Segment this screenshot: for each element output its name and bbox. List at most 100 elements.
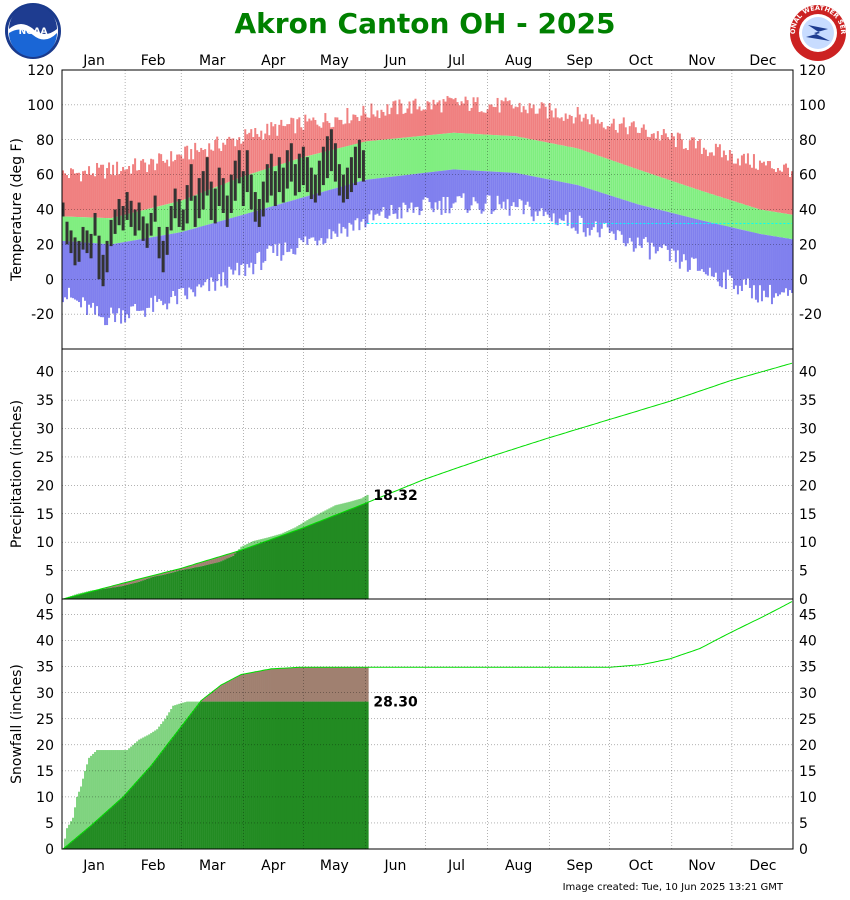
record-low-bar bbox=[724, 226, 727, 290]
observed-cumulative-bar bbox=[72, 596, 75, 599]
record-high-bar bbox=[328, 122, 331, 151]
record-high-bar bbox=[428, 102, 431, 136]
normal-range-bar bbox=[706, 192, 709, 222]
y-tick-label-right: 25 bbox=[799, 450, 817, 466]
record-low-bar bbox=[348, 184, 351, 223]
observed-temp-bar bbox=[165, 226, 169, 255]
record-low-bar bbox=[356, 182, 359, 219]
observed-cumulative-bar bbox=[70, 842, 73, 849]
record-high-bar bbox=[200, 147, 203, 193]
surplus-bar bbox=[292, 528, 295, 532]
normal-range-bar bbox=[592, 154, 595, 191]
record-high-bar bbox=[70, 168, 73, 217]
observed-cumulative-bar bbox=[158, 755, 161, 849]
normal-range-bar bbox=[360, 142, 363, 181]
normal-range-bar bbox=[430, 134, 433, 173]
normal-range-bar bbox=[776, 212, 779, 237]
record-low-bar bbox=[620, 199, 623, 235]
observed-cumulative-bar bbox=[194, 708, 197, 849]
surplus-bar bbox=[86, 764, 89, 829]
record-high-bar bbox=[750, 167, 753, 207]
record-high-bar bbox=[448, 97, 451, 134]
record-low-bar bbox=[106, 244, 109, 326]
surplus-bar bbox=[278, 534, 281, 537]
record-low-bar bbox=[242, 214, 245, 264]
record-low-bar bbox=[98, 243, 101, 317]
observed-cumulative-bar bbox=[316, 701, 319, 849]
surplus-bar bbox=[342, 503, 345, 512]
record-low-bar bbox=[148, 237, 151, 308]
record-high-bar bbox=[736, 158, 739, 203]
normal-range-bar bbox=[594, 154, 597, 191]
y-tick-label-right: 40 bbox=[799, 365, 817, 381]
record-low-bar bbox=[758, 233, 761, 286]
record-low-bar bbox=[218, 221, 221, 275]
observed-cumulative-bar bbox=[366, 502, 369, 599]
record-high-bar bbox=[344, 123, 347, 147]
observed-cumulative-bar bbox=[226, 701, 229, 849]
record-low-bar bbox=[692, 218, 695, 259]
observed-cumulative-bar bbox=[110, 587, 113, 599]
record-low-bar bbox=[600, 192, 603, 229]
observed-cumulative-bar bbox=[92, 823, 95, 849]
observed-cumulative-bar bbox=[182, 724, 185, 849]
deficit-bar bbox=[184, 567, 187, 570]
record-high-bar bbox=[486, 109, 489, 135]
record-low-bar bbox=[386, 177, 389, 219]
normal-range-bar bbox=[518, 137, 521, 174]
record-high-bar bbox=[482, 112, 485, 135]
observed-cumulative-bar bbox=[198, 703, 201, 849]
observed-cumulative-bar bbox=[74, 838, 77, 849]
record-low-bar bbox=[738, 229, 741, 286]
record-low-bar bbox=[104, 243, 107, 326]
normal-range-bar bbox=[368, 141, 371, 180]
record-high-bar bbox=[596, 119, 599, 156]
observed-temp-bar bbox=[293, 164, 297, 196]
observed-cumulative-bar bbox=[148, 767, 151, 849]
record-low-bar bbox=[636, 204, 639, 238]
surplus-bar bbox=[308, 518, 311, 526]
record-high-bar bbox=[62, 170, 65, 217]
record-low-bar bbox=[546, 179, 549, 215]
normal-range-bar bbox=[492, 135, 495, 172]
record-low-bar bbox=[598, 192, 601, 238]
surplus-bar bbox=[324, 510, 327, 520]
normal-range-bar bbox=[622, 164, 625, 200]
normal-range-bar bbox=[264, 169, 267, 209]
y-tick-label-right: 20 bbox=[799, 738, 817, 754]
deficit-bar bbox=[232, 552, 235, 556]
record-low-bar bbox=[376, 178, 379, 214]
normal-range-bar bbox=[280, 164, 283, 204]
surplus-bar bbox=[244, 544, 247, 549]
record-high-bar bbox=[372, 114, 375, 141]
surplus-bar bbox=[128, 748, 131, 791]
normal-range-bar bbox=[292, 160, 295, 201]
observed-cumulative-bar bbox=[302, 527, 305, 599]
deficit-bar bbox=[274, 668, 277, 702]
surplus-bar bbox=[148, 734, 151, 768]
deficit-bar bbox=[216, 688, 219, 702]
record-low-bar bbox=[716, 224, 719, 282]
observed-cumulative-bar bbox=[296, 529, 299, 599]
surplus-bar bbox=[110, 750, 113, 808]
normal-range-bar bbox=[520, 137, 523, 175]
normal-range-bar bbox=[116, 216, 119, 244]
deficit-bar bbox=[284, 668, 287, 702]
observed-cumulative-bar bbox=[202, 565, 205, 599]
surplus-bar bbox=[194, 701, 197, 709]
surplus-bar bbox=[338, 504, 341, 514]
record-low-bar bbox=[674, 213, 677, 263]
record-low-bar bbox=[214, 222, 217, 291]
deficit-bar bbox=[300, 667, 303, 702]
record-high-bar bbox=[294, 133, 297, 160]
record-low-bar bbox=[658, 209, 661, 247]
normal-range-bar bbox=[276, 165, 279, 205]
record-low-bar bbox=[634, 203, 637, 249]
record-high-bar bbox=[298, 117, 301, 159]
y-tick-label-left: 25 bbox=[36, 712, 54, 728]
record-high-bar bbox=[302, 129, 305, 158]
record-low-bar bbox=[126, 241, 129, 315]
observed-cumulative-bar bbox=[116, 802, 119, 849]
record-high-bar bbox=[126, 169, 129, 215]
observed-cumulative-bar bbox=[292, 701, 295, 849]
